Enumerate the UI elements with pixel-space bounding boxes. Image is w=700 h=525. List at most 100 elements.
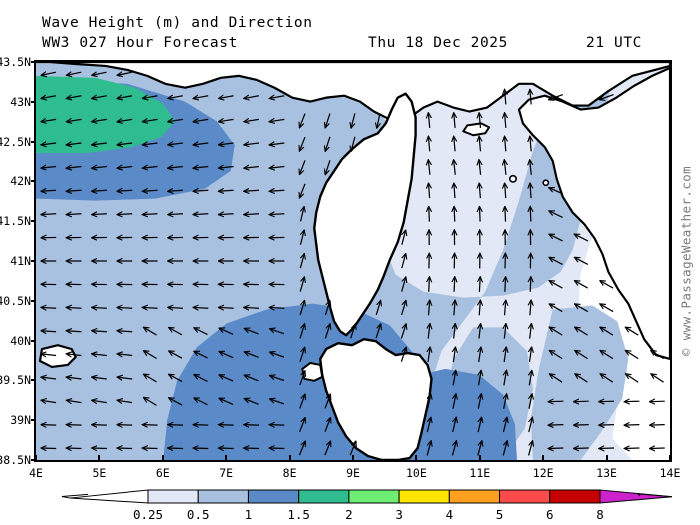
wave-direction-arrow — [117, 400, 133, 402]
wave-direction-arrow — [324, 394, 330, 409]
wave-direction-arrow — [454, 207, 455, 222]
wave-direction-arrow — [401, 254, 406, 269]
wave-direction-arrow — [626, 351, 639, 360]
latitude-tick-mark — [31, 299, 36, 302]
wave-direction-arrow — [530, 300, 531, 316]
wave-direction-arrow — [168, 214, 184, 215]
wave-direction-arrow — [375, 301, 380, 316]
wave-direction-arrow — [325, 113, 331, 127]
longitude-tick-label: 4E — [29, 466, 43, 480]
wave-direction-arrow — [143, 190, 158, 191]
latitude-tick-label: 40.5N — [0, 293, 31, 308]
wave-direction-arrow — [117, 354, 133, 356]
colorbar-low-arrow — [69, 489, 149, 504]
wave-direction-arrow — [575, 304, 589, 313]
wave-direction-arrow — [530, 90, 531, 105]
wave-direction-arrow — [428, 160, 430, 175]
wave-direction-arrow — [530, 183, 531, 199]
wave-direction-arrow — [575, 374, 588, 383]
latitude-tick-mark — [31, 339, 36, 342]
wave-direction-arrow — [92, 190, 107, 191]
wave-direction-arrow — [244, 190, 260, 191]
wave-direction-arrow — [92, 377, 107, 379]
colorbar-band — [348, 489, 400, 504]
wave-direction-arrow — [478, 418, 481, 433]
wave-direction-arrow — [92, 143, 107, 145]
wave-direction-arrow — [270, 352, 285, 358]
wave-direction-arrow — [400, 324, 405, 339]
wave-direction-arrow — [549, 258, 563, 266]
wave-direction-arrow — [505, 183, 506, 199]
wave-direction-arrow — [575, 258, 589, 266]
wave-direction-arrow — [117, 190, 133, 191]
wave-direction-arrow — [428, 324, 430, 339]
longitude-tick-mark — [98, 455, 101, 461]
header: Wave Height (m) and Direction WW3 027 Ho… — [0, 0, 700, 58]
wave-direction-arrow — [454, 183, 455, 199]
wave-direction-arrow — [67, 400, 82, 402]
wave-direction-arrow — [270, 167, 285, 169]
wave-direction-arrow — [41, 307, 57, 308]
longitude-tick-label: 13E — [596, 466, 617, 480]
wave-direction-arrow — [453, 394, 456, 409]
wave-direction-arrow — [169, 328, 183, 336]
wave-direction-arrow — [299, 348, 305, 362]
wave-direction-arrow — [244, 119, 259, 121]
wave-direction-arrow — [244, 167, 260, 169]
wave-direction-arrow — [67, 377, 82, 379]
wave-direction-arrow — [530, 324, 532, 339]
wave-direction-arrow — [67, 214, 82, 215]
wave-direction-arrow — [428, 113, 429, 128]
wave-direction-arrow — [300, 183, 306, 198]
latitude-tick-mark — [31, 260, 36, 262]
wave-direction-arrow — [324, 418, 330, 433]
wave-direction-arrow — [324, 301, 329, 316]
wave-direction-arrow — [478, 394, 481, 409]
wave-direction-arrow — [143, 143, 158, 145]
wave-direction-arrow — [505, 113, 506, 128]
wave-direction-arrow — [479, 371, 482, 386]
longitude-tick-label: 11E — [469, 466, 491, 480]
wave-direction-arrow — [193, 307, 209, 308]
longitude-tick-label: 14E — [659, 466, 681, 480]
wave-direction-arrow — [269, 307, 285, 308]
latitude-tick-mark — [31, 379, 36, 382]
map-canvas — [36, 62, 670, 460]
longitude-tick-label: 9E — [346, 466, 360, 480]
wave-direction-arrow — [67, 167, 82, 169]
wave-direction-arrow — [377, 113, 380, 128]
wave-direction-arrow — [549, 234, 563, 242]
wave-direction-arrow — [479, 300, 480, 316]
wave-direction-arrow — [529, 394, 532, 409]
wave-direction-arrow — [429, 300, 430, 316]
wave-direction-arrow — [479, 324, 481, 339]
wave-direction-arrow — [324, 441, 331, 456]
wave-direction-arrow — [193, 143, 209, 145]
colorbar-tick-label: 0.5 — [186, 507, 210, 522]
wave-direction-arrow — [194, 398, 208, 406]
wave-direction-arrow — [219, 143, 234, 145]
wave-direction-arrow — [504, 347, 506, 363]
colorbar-high-arrow — [599, 489, 673, 504]
longitude-tick-mark — [542, 455, 545, 461]
wave-height-map[interactable] — [34, 60, 672, 462]
wave-direction-arrow — [270, 190, 285, 191]
longitude-tick-label: 7E — [219, 466, 234, 480]
wave-direction-arrow — [400, 301, 406, 316]
latitude-tick-mark — [31, 220, 36, 223]
wave-direction-arrow — [351, 113, 356, 127]
wave-direction-arrow — [651, 374, 664, 383]
wave-direction-arrow — [350, 324, 356, 339]
wave-direction-arrow — [300, 160, 306, 174]
wave-direction-arrow — [400, 348, 406, 362]
wave-direction-arrow — [144, 351, 157, 360]
wave-direction-arrow — [301, 207, 304, 222]
wave-direction-arrow — [454, 324, 456, 339]
wave-direction-arrow — [626, 327, 639, 336]
wave-direction-arrow — [41, 119, 57, 121]
wave-direction-arrow — [219, 96, 234, 99]
wave-height-colorbar: 0.25 0.5 1 1.5 2 3 4 5 6 8 — [0, 486, 700, 525]
wave-direction-arrow — [325, 136, 331, 151]
wave-direction-arrow — [550, 327, 563, 336]
wave-direction-arrow — [299, 277, 304, 292]
